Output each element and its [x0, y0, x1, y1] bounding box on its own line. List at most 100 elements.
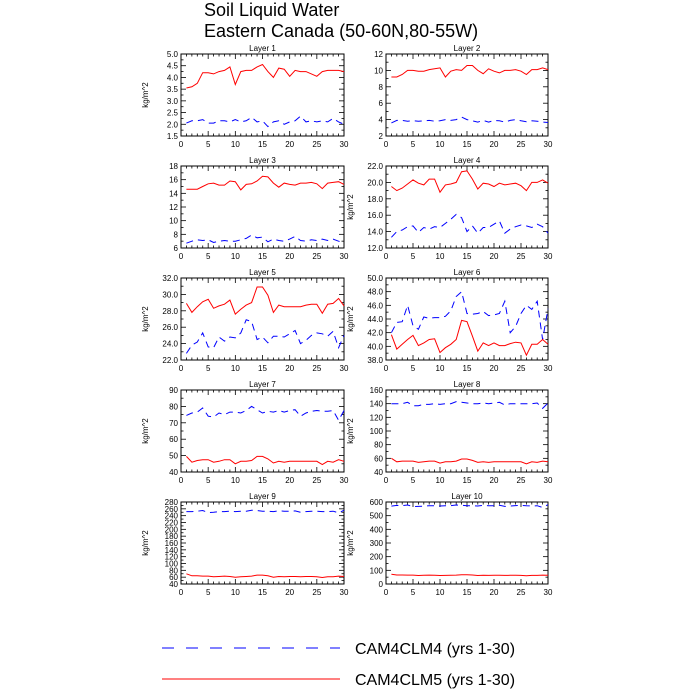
x-tick-label: 5 [411, 252, 416, 261]
y-tick-label: 160 [370, 386, 384, 395]
y-tick-label: 500 [370, 512, 384, 521]
y-tick-label: 20.0 [367, 178, 383, 187]
panel-layer-1: Layer 1 kg/m^2 0 5 10 15 20 25 30 1.5 2.0 2.5 3.0 3.5… [141, 44, 349, 149]
x-tick-label: 10 [231, 476, 240, 485]
figure-title-line2: Eastern Canada (50-60N,80-55W) [204, 21, 478, 41]
plot-frame-layer-4 [385, 165, 549, 249]
y-tick-label: 240 [165, 512, 179, 521]
series-line-clm5-layer-3 [186, 175, 345, 191]
y-tick-label: 10 [169, 217, 178, 226]
y-tick-label: 30.0 [162, 290, 178, 299]
x-tick-label: 15 [463, 476, 472, 485]
panel-layer-4: Layer 4 kg/m^2 0 5 10 15 20 25 30 12.0 14.0 16.0 18.… [346, 156, 553, 261]
y-tick-label: 100 [370, 566, 384, 575]
x-tick-label: 10 [231, 252, 240, 261]
panel-title-layer-1: Layer 1 [249, 44, 276, 53]
x-tick-label: 10 [231, 588, 240, 597]
x-tick-label: 0 [179, 252, 184, 261]
y-tick-label: 8 [379, 83, 384, 92]
y-tick-label: 40 [169, 580, 178, 589]
y-tick-label: 40 [374, 468, 383, 477]
x-tick-label: 15 [258, 476, 267, 485]
x-tick-label: 25 [517, 588, 526, 597]
series-line-clm5-layer-8 [391, 457, 549, 465]
x-tick-label: 20 [285, 588, 294, 597]
legend-label-clm4: CAM4CLM4 (yrs 1-30) [355, 641, 515, 658]
x-tick-label: 25 [312, 252, 321, 261]
y-tick-label: 18 [169, 162, 178, 171]
y-axis-label-layer-6: kg/m^2 [346, 306, 355, 332]
series-line-clm5-layer-1 [186, 63, 345, 89]
series-line-clm4-layer-1 [186, 115, 345, 128]
panel-title-layer-10: Layer 10 [451, 492, 483, 501]
y-axis-label-layer-5: kg/m^2 [141, 306, 150, 332]
y-axis-label-layer-8: kg/m^2 [346, 418, 355, 444]
x-tick-label: 5 [206, 140, 211, 149]
x-tick-label: 20 [285, 364, 294, 373]
x-tick-label: 25 [517, 476, 526, 485]
series-line-clm5-layer-10 [391, 573, 549, 577]
x-tick-label: 30 [544, 476, 553, 485]
y-tick-label: 300 [370, 539, 384, 548]
y-tick-label: 80 [169, 402, 178, 411]
x-tick-label: 15 [463, 588, 472, 597]
y-tick-label: 2 [379, 132, 384, 141]
y-tick-label: 44.0 [367, 315, 383, 324]
plot-frame-layer-3 [180, 165, 345, 249]
y-axis-label-layer-9: kg/m^2 [141, 530, 150, 556]
y-tick-label: 28.0 [162, 307, 178, 316]
x-tick-label: 20 [490, 364, 499, 373]
y-axis-label-layer-1: kg/m^2 [141, 82, 150, 108]
series-line-clm4-layer-10 [391, 504, 549, 509]
series-line-clm4-layer-5 [185, 319, 345, 354]
y-tick-label: 280 [165, 498, 179, 507]
y-axis-label-layer-7: kg/m^2 [141, 418, 150, 444]
y-tick-label: 80 [374, 441, 383, 450]
x-tick-label: 0 [179, 588, 184, 597]
x-tick-label: 30 [544, 364, 553, 373]
series-line-clm4-layer-6 [390, 290, 549, 340]
x-tick-label: 20 [285, 252, 294, 261]
y-tick-label: 24.0 [162, 340, 178, 349]
panel-title-layer-6: Layer 6 [454, 268, 481, 277]
y-tick-label: 200 [165, 525, 179, 534]
series-line-clm5-layer-9 [186, 573, 345, 579]
panel-layer-6: Layer 6 kg/m^2 0 5 10 15 20 25 30 38.0 40.0 42.0 44.… [346, 268, 553, 373]
legend: CAM4CLM4 (yrs 1-30) CAM4CLM5 (yrs 1-30) [162, 641, 515, 689]
panel-layer-7: Layer 7 kg/m^2 0 5 10 15 20 25 30 40 50 60 70 80 90 [141, 380, 349, 485]
panel-layer-8: Layer 8 kg/m^2 0 5 10 15 20 25 30 40 60 80 100 120 140… [346, 380, 553, 485]
x-tick-label: 5 [411, 476, 416, 485]
x-tick-label: 30 [340, 588, 349, 597]
plot-frame-layer-5 [180, 277, 345, 361]
y-tick-label: 6 [379, 99, 384, 108]
x-tick-label: 25 [312, 364, 321, 373]
x-tick-label: 25 [517, 140, 526, 149]
y-tick-label: 22.0 [367, 162, 383, 171]
y-tick-label: 60 [169, 435, 178, 444]
y-tick-label: 42.0 [367, 329, 383, 338]
x-tick-label: 10 [436, 140, 445, 149]
x-tick-label: 30 [340, 364, 349, 373]
x-tick-label: 0 [384, 588, 389, 597]
y-tick-label: 40 [169, 468, 178, 477]
x-tick-label: 10 [436, 252, 445, 261]
series-line-clm5-layer-6 [390, 319, 549, 357]
x-tick-label: 25 [312, 588, 321, 597]
y-tick-label: 140 [165, 546, 179, 555]
y-tick-label: 90 [169, 386, 178, 395]
y-tick-label: 600 [370, 498, 384, 507]
y-tick-label: 40.0 [367, 342, 383, 351]
x-tick-label: 15 [463, 140, 472, 149]
panel-title-layer-2: Layer 2 [454, 44, 481, 53]
x-tick-label: 15 [258, 588, 267, 597]
y-tick-label: 400 [370, 525, 384, 534]
x-tick-label: 20 [490, 476, 499, 485]
x-tick-label: 10 [231, 140, 240, 149]
x-tick-label: 10 [436, 588, 445, 597]
y-tick-label: 26.0 [162, 323, 178, 332]
y-tick-label: 160 [165, 539, 179, 548]
y-tick-label: 70 [169, 419, 178, 428]
y-tick-label: 50 [169, 452, 178, 461]
x-tick-label: 0 [179, 364, 184, 373]
